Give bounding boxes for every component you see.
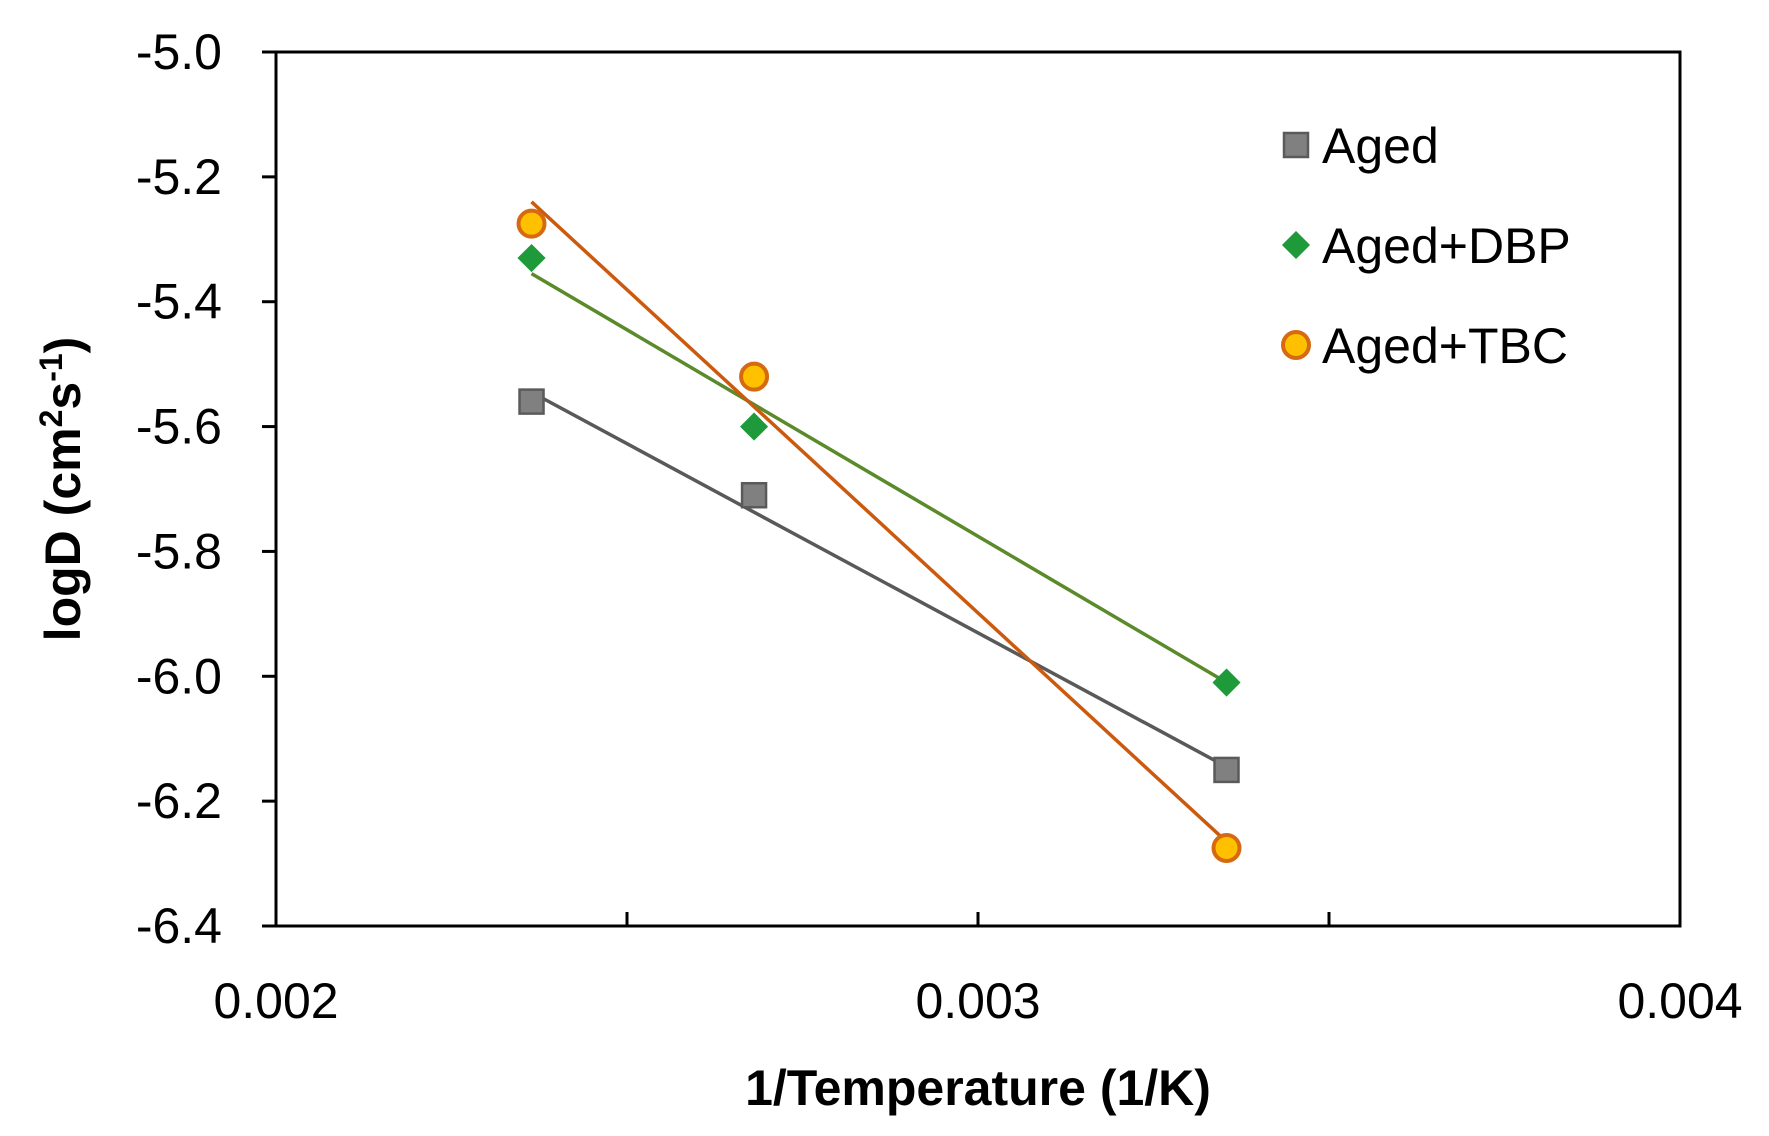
legend-label-aged-tbc: Aged+TBC <box>1322 318 1568 374</box>
legend-marker-aged <box>1282 131 1310 159</box>
y-axis-title: logD (cm2s-1) <box>33 337 91 642</box>
fit-line-aged <box>530 390 1228 769</box>
data-point-aged-dbp <box>517 243 546 273</box>
x-tick-label: 0.003 <box>915 973 1040 1029</box>
data-points <box>516 208 1242 863</box>
x-tick-label: 0.002 <box>213 973 338 1029</box>
data-point-aged <box>518 388 545 415</box>
y-axis-title-end: ) <box>35 337 91 354</box>
fit-lines <box>530 200 1228 844</box>
x-tick-label: 0.004 <box>1617 973 1742 1029</box>
data-point-aged-dbp <box>1212 668 1241 697</box>
legend-label-aged-dbp: Aged+DBP <box>1322 218 1571 274</box>
data-point-aged-tbc <box>739 361 770 392</box>
y-tick-label: -6.2 <box>136 773 222 829</box>
data-point-aged-dbp <box>740 412 769 441</box>
y-axis-title-main: logD (cm <box>35 427 91 641</box>
y-tick-label: -5.0 <box>136 24 222 80</box>
data-point-aged <box>1213 756 1240 784</box>
data-point-aged <box>740 481 768 509</box>
y-tick-label: -5.2 <box>136 149 222 205</box>
y-axis-title-mid: s <box>35 382 91 410</box>
fit-line-aged-tbc <box>530 200 1228 844</box>
y-axis-title-sup2: -1 <box>33 353 69 381</box>
x-axis-title: 1/Temperature (1/K) <box>745 1060 1211 1116</box>
y-tick-label: -6.4 <box>136 898 222 954</box>
plot-area <box>274 50 1682 928</box>
y-tick-label: -6.0 <box>136 648 222 704</box>
legend-label-aged: Aged <box>1322 118 1439 174</box>
y-axis-title-sup1: 2 <box>33 410 69 428</box>
y-tick-label: -5.4 <box>136 274 222 330</box>
y-tick-label: -5.8 <box>136 523 222 579</box>
y-axis-ticks: -5.0 -5.2 -5.4 -5.6 -5.8 -6.0 -6.2 -6.4 <box>136 24 276 954</box>
legend-marker-aged-tbc <box>1281 330 1311 360</box>
fit-line-aged-dbp <box>530 272 1228 685</box>
data-point-aged-tbc <box>1211 832 1242 863</box>
legend-marker-aged-dbp <box>1281 230 1311 260</box>
x-axis-ticks: 0.002 0.003 0.004 <box>213 912 1743 1029</box>
legend: Aged Aged+DBP Aged+TBC <box>1281 118 1571 374</box>
y-tick-label: -5.6 <box>136 399 222 455</box>
data-point-aged-tbc <box>516 208 547 239</box>
